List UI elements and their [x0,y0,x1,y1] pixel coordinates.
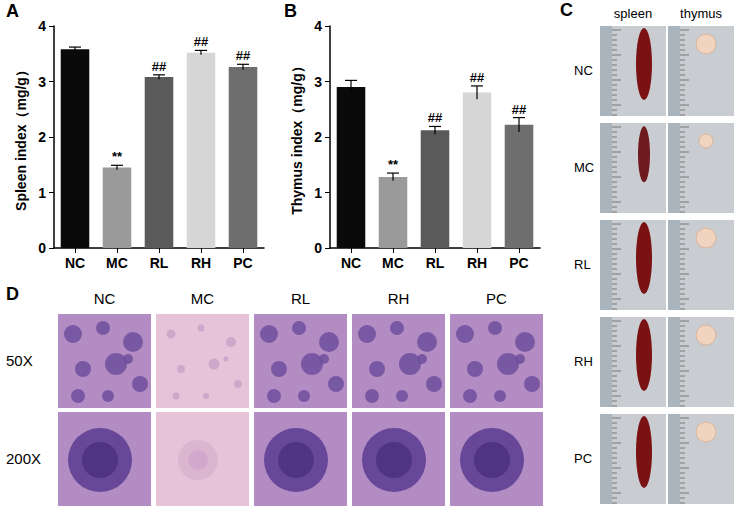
svg-text:PC: PC [233,255,252,271]
svg-text:##: ## [428,110,443,125]
svg-text:4: 4 [38,18,46,34]
svg-text:A: A [6,1,19,21]
svg-text:##: ## [236,48,251,63]
html-text:NC: NC [93,290,116,307]
html-text:MC: MC [190,290,215,307]
svg-text:0: 0 [38,240,46,256]
svg-text:Thymus index（mg/g）: Thymus index（mg/g） [289,59,305,215]
svg-text:2: 2 [38,129,46,145]
svg-text:##: ## [470,70,485,85]
html-text:RH: RH [387,290,410,307]
svg-text:MC: MC [382,255,404,271]
html-text:D: D [6,284,19,304]
svg-text:PC: PC [509,255,528,271]
svg-text:2: 2 [314,129,322,145]
svg-text:RH: RH [467,255,487,271]
html-text:50X: 50X [6,352,33,369]
svg-text:1: 1 [314,185,322,201]
svg-text:1: 1 [38,185,46,201]
html-text:thymus: thymus [680,6,722,21]
html-text:PC: PC [574,451,593,466]
svg-text:RL: RL [150,255,169,271]
html-text:C: C [560,0,573,20]
svg-text:NC: NC [65,255,85,271]
svg-text:Spleen index（mg/g）: Spleen index（mg/g） [13,63,29,211]
svg-text:RL: RL [426,255,445,271]
svg-text:NC: NC [341,255,361,271]
html-text:RL: RL [290,290,311,307]
html-text:RL: RL [574,257,591,272]
html-text:PC: PC [486,290,507,307]
html-text:NC: NC [574,63,593,78]
svg-text:##: ## [152,59,167,74]
svg-text:0: 0 [314,240,322,256]
svg-text:MC: MC [106,255,128,271]
svg-text:**: ** [112,149,123,164]
svg-text:4: 4 [314,18,322,34]
svg-text:##: ## [512,102,527,117]
svg-text:##: ## [194,34,209,49]
html-text:MC: MC [574,160,595,175]
svg-text:3: 3 [314,74,322,90]
svg-text:B: B [284,1,297,21]
svg-text:3: 3 [38,74,46,90]
svg-text:**: ** [388,157,399,172]
html-text:spleen: spleen [613,6,653,21]
html-text:200X: 200X [6,450,41,467]
html-text:RH: RH [574,354,593,369]
svg-text:RH: RH [191,255,211,271]
